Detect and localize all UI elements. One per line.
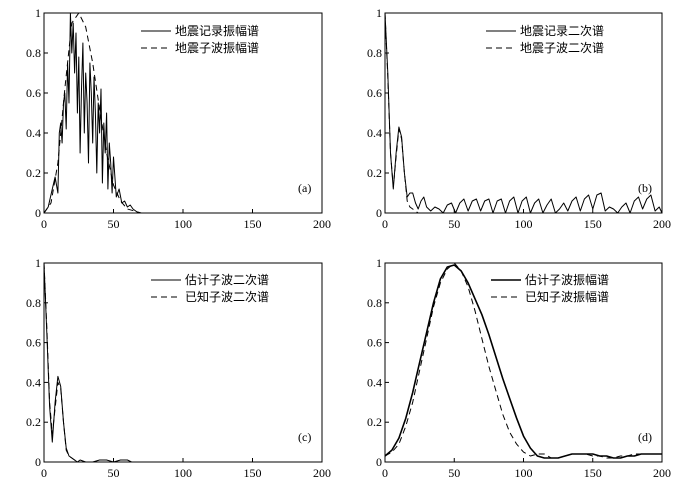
chart-1-panel-label: (b) <box>638 181 652 195</box>
chart-2-ytick-label-0: 0 <box>35 455 41 469</box>
chart-2-ytick-label-2: 0.4 <box>26 375 41 389</box>
chart-3-xtick-label-3: 150 <box>584 466 602 480</box>
chart-0-xtick-label-4: 200 <box>313 217 331 231</box>
chart-1-xtick-label-3: 150 <box>584 217 602 231</box>
chart-1-legend-label-0: 地震记录二次谱 <box>520 24 604 38</box>
chart-2-ytick-label-3: 0.6 <box>26 336 41 350</box>
chart-1-ytick-label-4: 0.8 <box>367 46 382 60</box>
chart-0-series-0-line <box>43 12 139 214</box>
chart-2-xtick-label-0: 0 <box>41 466 47 480</box>
chart-2-series-1-line <box>43 262 86 463</box>
chart-1-legend-label-1: 地震子波二次谱 <box>520 41 604 55</box>
chart-2-plot-frame <box>43 262 323 463</box>
chart-0-xtick-label-1: 50 <box>108 217 120 231</box>
chart-3-legend-label-0: 估计子波振幅谱 <box>525 272 609 287</box>
chart-1-ytick-label-5: 1 <box>376 6 382 20</box>
chart-0-xtick-label-3: 150 <box>244 217 262 231</box>
chart-2-legend-label-0: 估计子波二次谱 <box>185 273 269 287</box>
chart-3-ytick-label-3: 0.6 <box>367 336 382 350</box>
chart-2: 0 50 100 150 200 0 0.2 0.4 0.6 0.8 1 估计子波二次谱已知子波二次谱… <box>26 256 331 480</box>
chart-0-xtick-label-2: 100 <box>174 217 192 231</box>
chart-2-xtick-label-2: 100 <box>174 466 192 480</box>
chart-2-legend-label-1: 已知子波二次谱 <box>185 290 269 304</box>
chart-1-xtick-label-0: 0 <box>382 217 388 231</box>
chart-1-series-0-line <box>384 12 663 214</box>
chart-3-plot-frame <box>384 262 663 463</box>
chart-0-legend-label-0: 地震记录振幅谱 <box>175 23 259 38</box>
chart-2-xtick-label-4: 200 <box>313 466 331 480</box>
chart-3-xtick-label-4: 200 <box>653 466 671 480</box>
chart-3-ytick-label-0: 0 <box>376 455 382 469</box>
chart-1-ytick-label-3: 0.6 <box>367 86 382 100</box>
chart-1-series-1-line <box>384 12 427 214</box>
chart-2-ytick-label-5: 1 <box>35 256 41 270</box>
chart-0-panel-label: (a) <box>298 181 311 195</box>
chart-0: 0 50 100 150 200 0 0.2 0.4 0.6 0.8 1 地震记录振幅谱地震子波振幅谱… <box>26 6 331 231</box>
chart-3-panel-label: (d) <box>638 430 652 444</box>
chart-3-legend-label-1: 已知子波振幅谱 <box>525 289 609 304</box>
chart-0-ytick-label-5: 1 <box>35 6 41 20</box>
chart-3-ytick-label-1: 0.2 <box>367 415 382 429</box>
chart-1-xtick-label-4: 200 <box>653 217 671 231</box>
chart-0-ytick-label-2: 0.4 <box>26 126 41 140</box>
chart-3-ytick-label-4: 0.8 <box>367 296 382 310</box>
chart-2-ytick-label-1: 0.2 <box>26 415 41 429</box>
chart-3: 0 50 100 150 200 0 0.2 0.4 0.6 0.8 1 估计子波振幅谱已知子波振幅谱… <box>367 256 671 480</box>
chart-0-ytick-label-4: 0.8 <box>26 46 41 60</box>
chart-0-ytick-label-0: 0 <box>35 206 41 220</box>
chart-3-xtick-label-2: 100 <box>515 466 533 480</box>
chart-0-legend-label-1: 地震子波振幅谱 <box>175 40 259 55</box>
chart-1-ytick-label-1: 0.2 <box>367 166 382 180</box>
chart-1-xtick-label-1: 50 <box>448 217 460 231</box>
chart-0-xtick-label-0: 0 <box>41 217 47 231</box>
chart-3-ytick-label-2: 0.4 <box>367 375 382 389</box>
chart-1-ytick-label-0: 0 <box>376 206 382 220</box>
chart-2-ytick-label-4: 0.8 <box>26 296 41 310</box>
chart-0-ytick-label-3: 0.6 <box>26 86 41 100</box>
chart-2-xtick-label-3: 150 <box>244 466 262 480</box>
chart-3-xtick-label-1: 50 <box>448 466 460 480</box>
chart-2-panel-label: (c) <box>298 430 311 444</box>
chart-0-ytick-label-1: 0.2 <box>26 166 41 180</box>
chart-1: 0 50 100 150 200 0 0.2 0.4 0.6 0.8 1 地震记录二次谱地震子波二次谱… <box>367 6 671 231</box>
chart-3-series-1-line <box>384 262 662 459</box>
chart-3-xtick-label-0: 0 <box>382 466 388 480</box>
chart-3-ytick-label-5: 1 <box>376 256 382 270</box>
chart-3-series-0-line <box>384 264 662 459</box>
chart-2-xtick-label-1: 50 <box>108 466 120 480</box>
chart-2-series-0-line <box>43 262 132 463</box>
chart-1-ytick-label-2: 0.4 <box>367 126 382 140</box>
chart-1-xtick-label-2: 100 <box>515 217 533 231</box>
